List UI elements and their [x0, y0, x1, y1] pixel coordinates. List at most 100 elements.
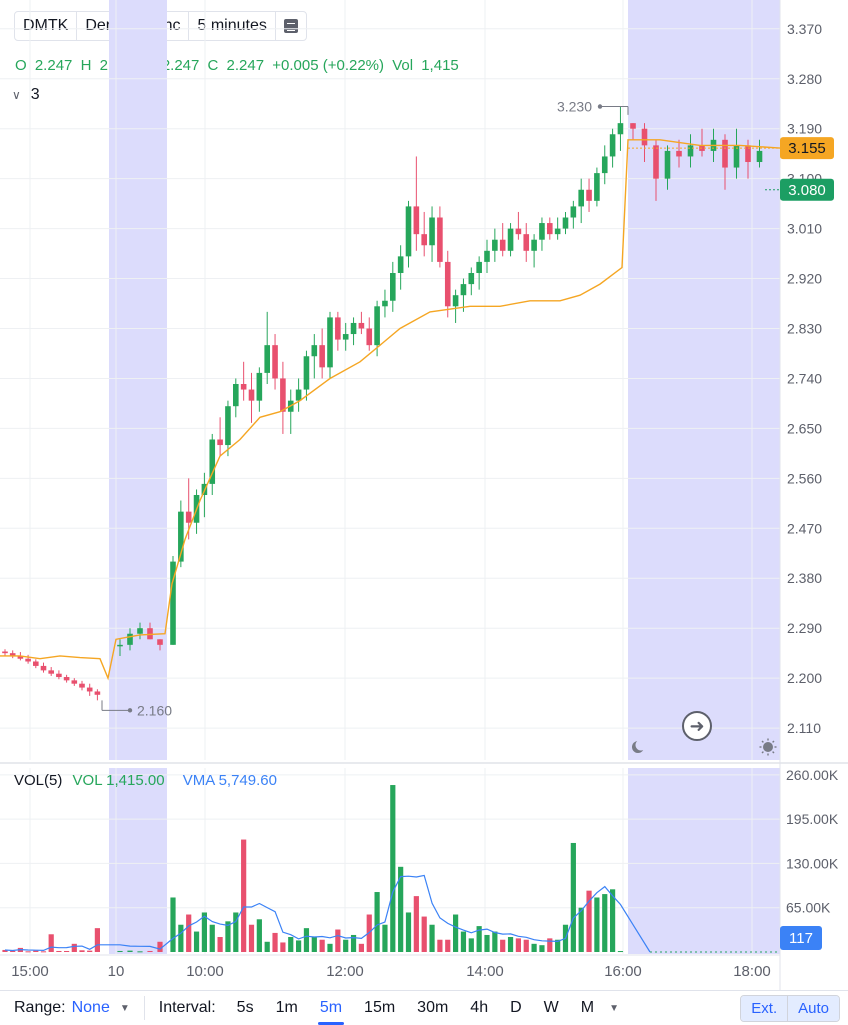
- time-axis-tick: 18:00: [733, 963, 771, 980]
- interval-m[interactable]: M: [580, 999, 595, 1016]
- interval-label[interactable]: 5 minutes: [189, 12, 276, 40]
- interval-label: Interval:: [158, 999, 216, 1016]
- price-chart[interactable]: 3.3703.2803.1903.1003.0102.9202.8302.740…: [0, 0, 848, 990]
- candle-body: [79, 683, 85, 688]
- high-marker-dot: [597, 104, 603, 109]
- low-marker-label: 2.160: [137, 702, 172, 718]
- last-price-badge: [780, 137, 834, 160]
- interval-5m[interactable]: 5m: [317, 999, 345, 1025]
- price-axis-tick: 2.290: [787, 620, 822, 636]
- interval-d[interactable]: D: [510, 999, 522, 1016]
- candle-body: [653, 145, 659, 179]
- volume-bar: [178, 924, 184, 952]
- candle-body: [429, 217, 435, 246]
- auto-scale-button[interactable]: Auto: [787, 996, 839, 1021]
- vwap-line: [0, 139, 781, 681]
- volume-bar: [48, 934, 54, 952]
- menu-icon[interactable]: [283, 19, 298, 33]
- interval-w[interactable]: W: [543, 999, 559, 1016]
- price-axis-tick: 2.920: [787, 271, 822, 287]
- price-axis-tick: 3.010: [787, 221, 822, 237]
- volume-bar: [507, 937, 514, 952]
- close-value: 2.247: [226, 57, 265, 74]
- chevron-down-icon: ∨: [12, 88, 21, 102]
- caret-down-icon[interactable]: ▼: [119, 1002, 130, 1014]
- candle-body: [641, 128, 648, 146]
- volume-bar: [296, 940, 302, 952]
- low-marker-dot: [127, 708, 133, 713]
- candle-body: [358, 322, 365, 329]
- price-axis-tick: 3.370: [787, 21, 822, 37]
- candle-body: [178, 511, 184, 562]
- volume-bar: [33, 950, 39, 952]
- volume-axis-tick: 130.00K: [786, 855, 839, 871]
- volume-bar: [311, 937, 317, 952]
- candle-body: [664, 150, 671, 179]
- price-axis-tick: 2.740: [787, 370, 822, 386]
- volume-bar: [468, 938, 474, 952]
- candle-body: [499, 239, 506, 251]
- candle-body: [460, 284, 467, 296]
- volume-bar: [523, 939, 529, 952]
- candle-body: [170, 561, 176, 645]
- price-axis-tick: 2.110: [787, 720, 821, 736]
- candle-body: [601, 156, 608, 174]
- candle-body: [319, 345, 325, 368]
- studies-count: 3: [30, 86, 40, 103]
- extended-hours-button[interactable]: Ext.: [741, 996, 788, 1021]
- candle-body: [539, 223, 545, 240]
- candle-body: [630, 123, 636, 129]
- volume-bar: [610, 889, 616, 952]
- sun-icon-ray: [761, 740, 764, 743]
- range-label: Range:: [14, 999, 66, 1016]
- open-label: O: [15, 57, 27, 74]
- symbol-ticker[interactable]: DMTK: [15, 12, 78, 40]
- volume-bar: [335, 929, 341, 952]
- volume-bar: [421, 916, 427, 952]
- caret-down-icon[interactable]: ▼: [609, 1002, 619, 1014]
- candle-body: [476, 261, 482, 274]
- volume-bar: [87, 950, 93, 952]
- volume-bar: [405, 912, 412, 952]
- volume-bar: [272, 932, 278, 952]
- scroll-to-realtime-button[interactable]: ➜: [682, 711, 712, 741]
- interval-5s[interactable]: 5s: [236, 999, 254, 1016]
- candle-body: [137, 628, 143, 634]
- volume-legend: VOL(5) VOL 1,415.00 VMA 5,749.60: [14, 772, 277, 789]
- prev-close-badge-label: 3.080: [788, 182, 826, 199]
- candle-body: [397, 256, 404, 274]
- volume-bar: [256, 919, 262, 952]
- vma-line: [4, 874, 651, 953]
- time-axis-tick: 10: [108, 963, 125, 980]
- studies-toggle[interactable]: ∨ 3: [12, 86, 40, 104]
- volume-bar: [343, 939, 349, 952]
- candle-body: [390, 273, 396, 301]
- candle-body: [578, 189, 584, 207]
- candle-body: [756, 150, 763, 163]
- volume-axis-tick: 260.00K: [786, 767, 839, 783]
- price-axis-tick: 2.200: [787, 670, 822, 686]
- volume-bar: [602, 894, 608, 952]
- volume-bar: [217, 937, 223, 952]
- volume-bar: [201, 912, 207, 952]
- time-axis-tick: 12:00: [326, 963, 364, 980]
- interval-15m[interactable]: 15m: [364, 999, 396, 1016]
- volume-bar: [398, 866, 404, 952]
- candle-body: [452, 295, 459, 307]
- volume-bar: [127, 950, 133, 952]
- price-axis-tick: 2.560: [787, 470, 822, 486]
- range-value[interactable]: None: [71, 999, 110, 1016]
- divider: [143, 996, 145, 1020]
- volume-bar: [390, 785, 396, 952]
- interval-30m[interactable]: 30m: [417, 999, 449, 1016]
- price-axis-tick: 3.280: [787, 71, 822, 87]
- candle-body: [311, 345, 318, 357]
- candle-body: [733, 145, 740, 168]
- range-selector[interactable]: Range: None ▼: [14, 999, 130, 1017]
- volume-bar: [157, 941, 163, 952]
- volume-bar: [233, 912, 239, 952]
- afterhours-session-shade-volume: [628, 768, 780, 954]
- interval-1m[interactable]: 1m: [275, 999, 298, 1016]
- candle-body: [56, 673, 62, 678]
- interval-4h[interactable]: 4h: [470, 999, 489, 1016]
